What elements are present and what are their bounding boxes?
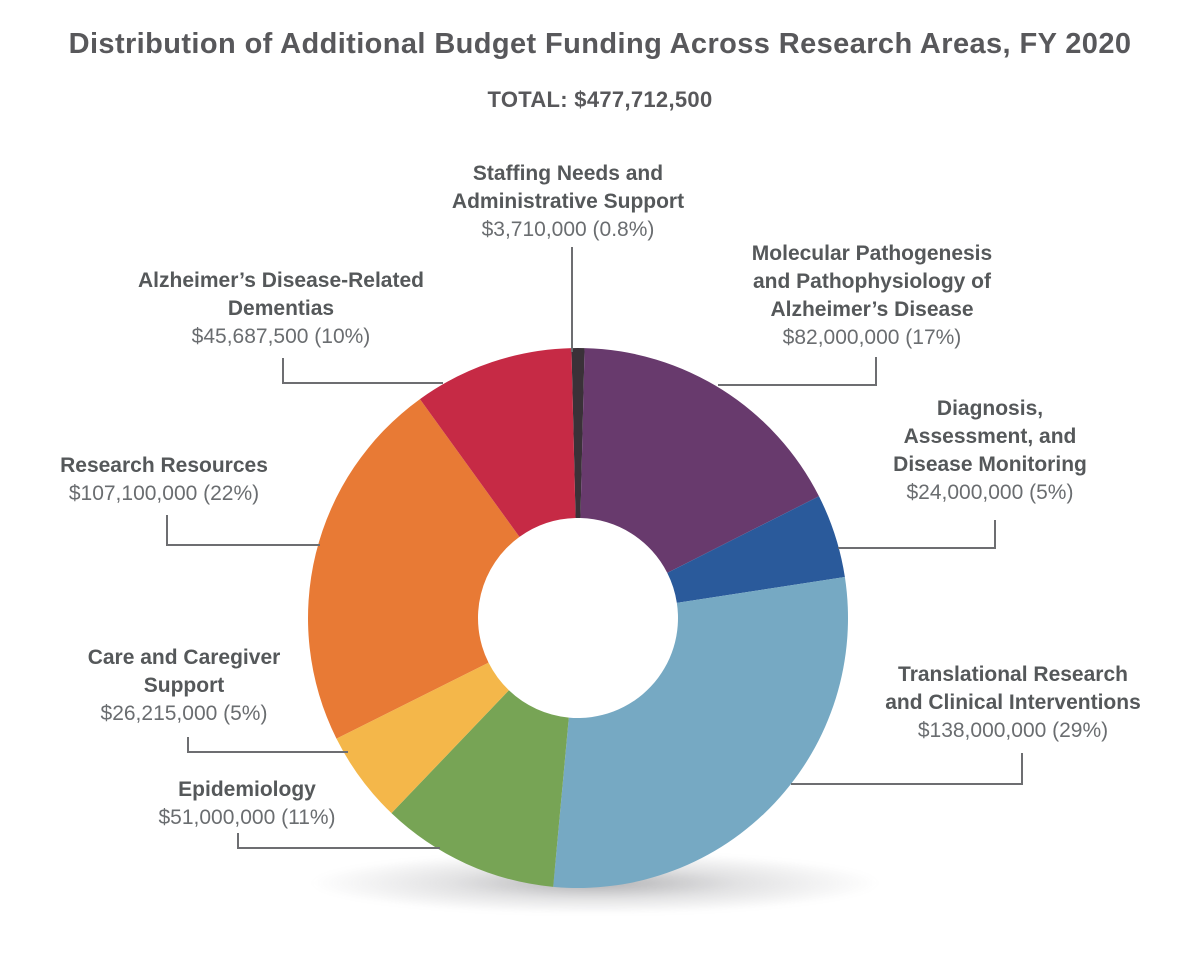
callout-label: Research Resources xyxy=(60,454,268,477)
leader-line-molecular xyxy=(718,357,877,386)
leader-line-epidemiology xyxy=(237,833,440,849)
slice-translational xyxy=(553,577,849,889)
callout-value: $51,000,000 (11%) xyxy=(158,806,336,829)
callout-research-resources: Research Resources $107,100,000 (22%) xyxy=(60,452,268,508)
callout-epidemiology: Epidemiology $51,000,000 (11%) xyxy=(158,776,335,832)
callout-translational-research: Translational Research and Clinical Inte… xyxy=(885,661,1141,745)
callout-value: $82,000,000 (17%) xyxy=(782,326,962,349)
callout-value: $138,000,000 (29%) xyxy=(917,719,1109,742)
callout-molecular-pathogenesis: Molecular Pathogenesis and Pathophysiolo… xyxy=(752,240,992,352)
callout-value: $26,215,000 (5%) xyxy=(100,702,268,725)
callout-value: $107,100,000 (22%) xyxy=(68,482,260,505)
slice-epidemiology xyxy=(391,690,569,887)
leader-line-translational xyxy=(791,753,1023,785)
leader-line-care xyxy=(187,737,348,753)
callout-diagnosis-assessment: Diagnosis, Assessment, and Disease Monit… xyxy=(893,395,1087,507)
callout-value: $3,710,000 (0.8%) xyxy=(481,218,655,241)
leader-line-diagnosis xyxy=(838,520,996,549)
callout-staffing-needs: Staffing Needs and Administrative Suppor… xyxy=(452,160,684,244)
slice-diagnosis xyxy=(667,496,845,603)
callout-label: Molecular Pathogenesis and Pathophysiolo… xyxy=(751,242,993,321)
callout-label: Staffing Needs and Administrative Suppor… xyxy=(451,162,685,213)
slice-research xyxy=(308,399,520,739)
callout-alzheimers-related-dementias: Alzheimer’s Disease-Related Dementias $4… xyxy=(138,267,424,351)
callout-label: Care and Caregiver Support xyxy=(87,646,281,697)
slice-adrd xyxy=(419,348,576,537)
leader-line-research xyxy=(166,515,320,546)
callout-label: Alzheimer’s Disease-Related Dementias xyxy=(138,269,424,320)
slice-care xyxy=(336,662,509,814)
callout-label: Epidemiology xyxy=(178,778,316,801)
chart-total: TOTAL: $477,712,500 xyxy=(487,87,713,112)
callout-care-caregiver-support: Care and Caregiver Support $26,215,000 (… xyxy=(88,644,281,728)
chart-title: Distribution of Additional Budget Fundin… xyxy=(68,28,1132,60)
leader-line-adrd xyxy=(282,358,443,384)
callout-label: Diagnosis, Assessment, and Disease Monit… xyxy=(893,397,1087,476)
slice-molecular xyxy=(580,348,819,573)
callout-label: Translational Research and Clinical Inte… xyxy=(885,663,1141,714)
callout-value: $24,000,000 (5%) xyxy=(906,481,1074,504)
callout-value: $45,687,500 (10%) xyxy=(191,325,371,348)
slice-staffing xyxy=(571,347,585,519)
